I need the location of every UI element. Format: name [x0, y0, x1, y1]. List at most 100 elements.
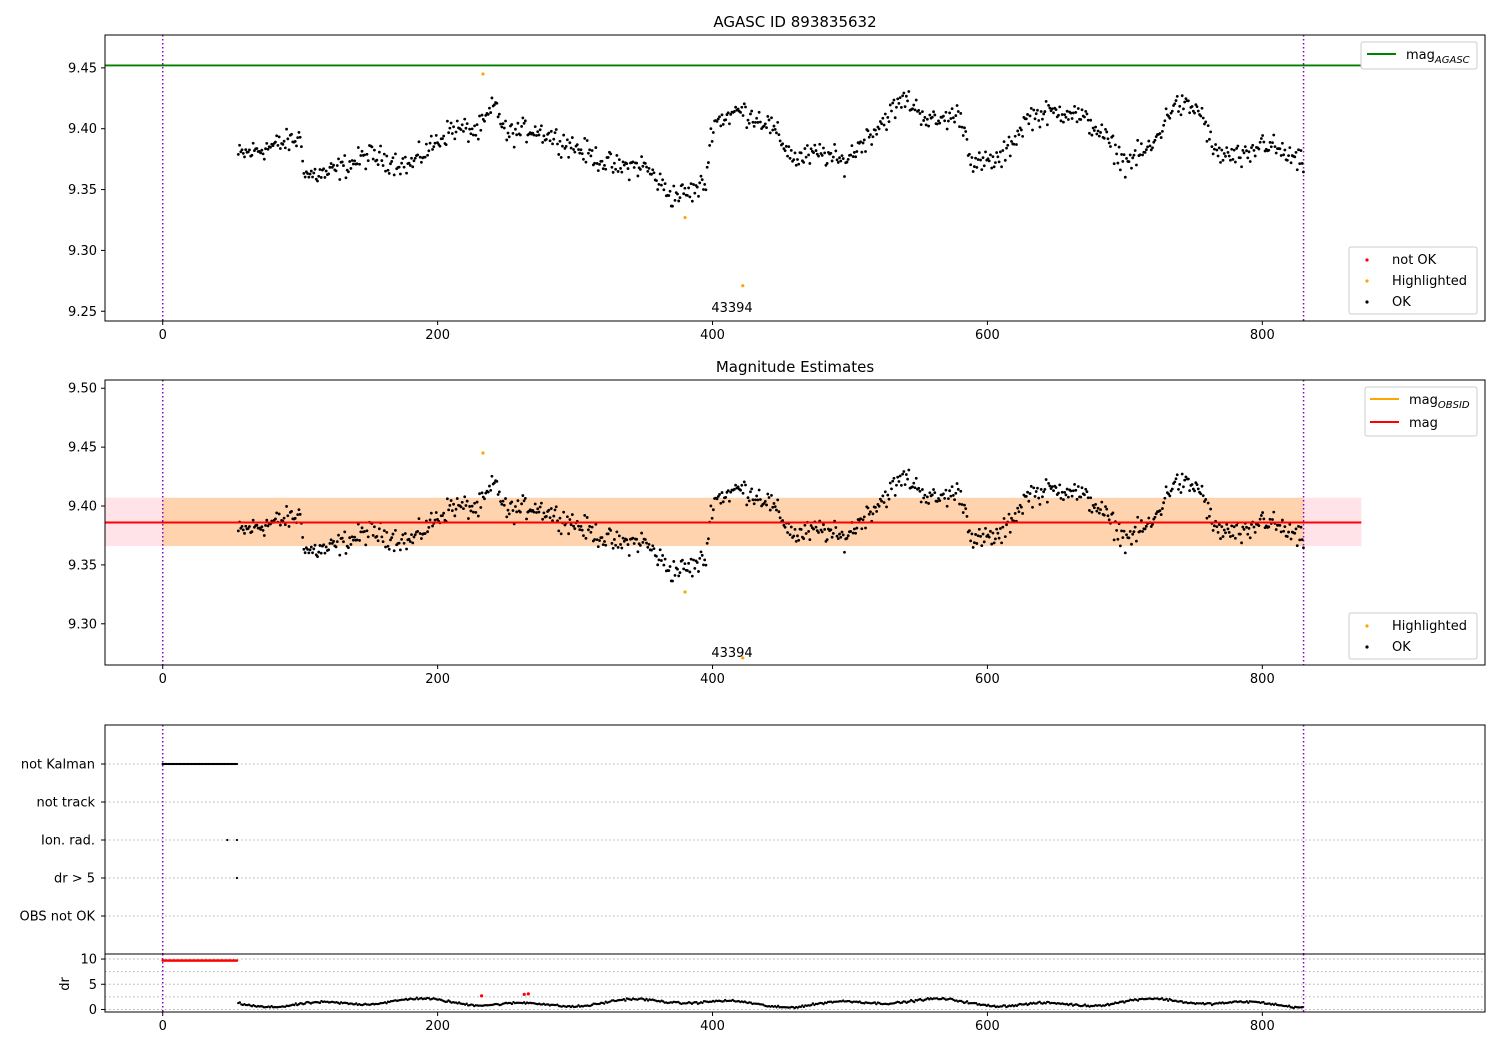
- ok-point: [892, 476, 896, 480]
- dr-point: [1301, 1006, 1304, 1009]
- ok-point: [814, 149, 818, 152]
- ok-point: [655, 179, 658, 183]
- ok-point: [557, 153, 561, 156]
- ok-point: [1089, 496, 1093, 500]
- ok-point: [726, 489, 730, 493]
- ok-point: [1048, 484, 1052, 488]
- ok-point: [937, 119, 940, 123]
- ok-point: [1257, 147, 1261, 151]
- ok-point: [559, 156, 563, 159]
- ok-point: [895, 105, 898, 109]
- ok-point: [1196, 487, 1200, 491]
- ok-point: [1116, 537, 1120, 541]
- ok-point: [1168, 494, 1172, 498]
- ok-point: [703, 558, 707, 562]
- ok-point: [455, 119, 459, 123]
- ok-point: [788, 156, 792, 160]
- ok-point: [309, 545, 313, 549]
- ok-point: [1121, 536, 1125, 540]
- ok-point: [382, 529, 386, 533]
- ok-point: [799, 528, 803, 531]
- ok-point: [699, 550, 703, 554]
- ok-point: [951, 494, 955, 497]
- ok-point: [794, 163, 798, 167]
- ok-point: [239, 150, 243, 154]
- ok-point: [462, 507, 465, 510]
- ok-point: [739, 488, 742, 492]
- ok-point: [553, 131, 557, 135]
- ok-point: [994, 537, 997, 541]
- ok-point: [386, 168, 390, 172]
- ok-point: [582, 534, 585, 538]
- ok-point: [535, 134, 538, 137]
- ok-point: [594, 522, 598, 526]
- ok-point: [1238, 156, 1242, 160]
- dr-ylabel: dr: [58, 977, 73, 991]
- y-tick-label: 9.40: [68, 500, 97, 515]
- ok-point: [1050, 107, 1054, 111]
- ok-point: [1085, 490, 1089, 494]
- ok-point: [974, 156, 978, 160]
- ok-point: [282, 516, 286, 520]
- ok-point: [645, 541, 648, 545]
- ok-point: [338, 553, 342, 557]
- ok-point: [887, 497, 891, 501]
- ok-point: [955, 104, 959, 107]
- ok-point: [1010, 516, 1013, 520]
- ok-point: [350, 535, 354, 539]
- ok-point: [897, 480, 901, 483]
- ok-point: [595, 162, 599, 165]
- ok-point: [520, 502, 524, 506]
- ok-point: [1168, 116, 1172, 120]
- ok-point: [1028, 492, 1032, 495]
- ok-point: [470, 127, 474, 131]
- dr-red-point: [526, 992, 530, 996]
- ok-point: [1259, 137, 1263, 140]
- ok-point: [497, 490, 501, 494]
- ok-point: [499, 122, 502, 126]
- ok-point: [1048, 106, 1052, 110]
- ok-point: [930, 493, 934, 497]
- ok-point: [334, 545, 338, 549]
- ok-point: [1293, 155, 1297, 159]
- ok-point: [347, 170, 350, 174]
- x-tick-label: 0: [159, 328, 167, 343]
- ok-point: [969, 163, 973, 167]
- ok-point: [804, 155, 808, 159]
- ok-point: [888, 481, 892, 485]
- ok-point: [349, 543, 353, 546]
- ok-point: [473, 124, 477, 128]
- ok-point: [862, 138, 866, 142]
- ok-point: [970, 532, 974, 536]
- ok-point: [672, 560, 676, 563]
- dr-point: [873, 1001, 877, 1004]
- dr-point: [622, 998, 626, 1001]
- ok-point: [918, 489, 922, 493]
- ok-point: [751, 120, 755, 124]
- ok-point: [358, 539, 361, 542]
- ok-point: [953, 120, 956, 124]
- ok-point: [1221, 158, 1225, 162]
- ok-point: [1148, 144, 1152, 148]
- ok-point: [866, 506, 870, 510]
- ok-point: [1118, 544, 1122, 548]
- ok-point: [518, 510, 522, 514]
- ok-point: [1132, 153, 1136, 157]
- ok-point: [621, 160, 625, 164]
- ok-point: [635, 537, 639, 541]
- ok-point: [681, 558, 684, 562]
- ok-point: [893, 493, 897, 497]
- ok-point: [1211, 152, 1215, 156]
- axes-frame: [104, 34, 1486, 322]
- ok-point: [1212, 524, 1216, 528]
- ok-point: [1283, 148, 1287, 152]
- ok-point: [751, 498, 755, 502]
- ok-point: [488, 106, 491, 110]
- ok-point: [792, 534, 796, 538]
- ok-point: [580, 528, 584, 532]
- ok-point: [567, 532, 571, 536]
- ok-point: [596, 545, 600, 549]
- ok-point: [1278, 147, 1282, 151]
- ok-point: [455, 497, 459, 500]
- ok-point: [1131, 156, 1135, 160]
